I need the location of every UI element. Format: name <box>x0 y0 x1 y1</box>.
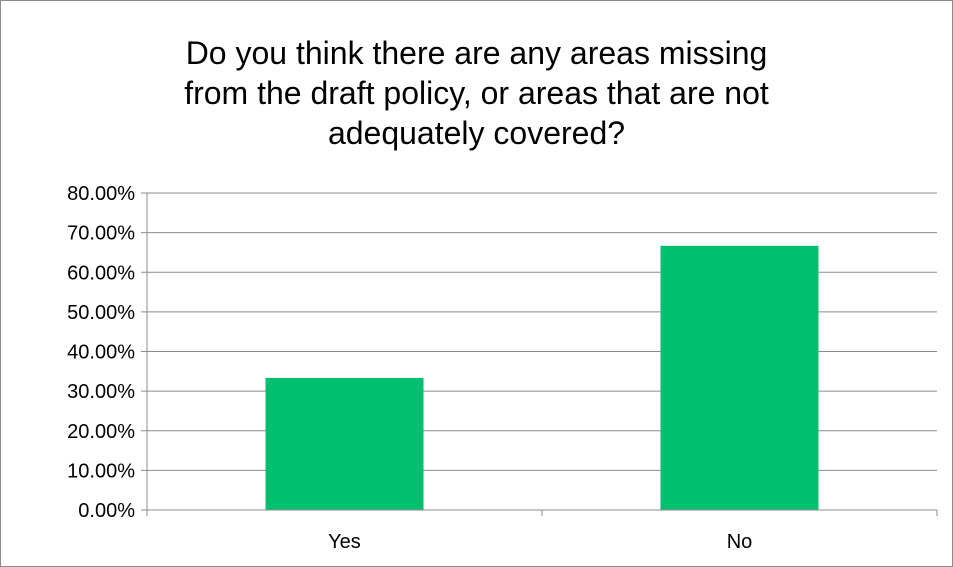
chart-title: Do you think there are any areas missing… <box>1 33 952 153</box>
y-tick-label: 20.00% <box>67 421 135 443</box>
y-tick-label: 30.00% <box>67 381 135 403</box>
chart-title-line-3: adequately covered? <box>327 115 626 151</box>
y-tick-label: 60.00% <box>67 262 135 284</box>
y-tick-label: 70.00% <box>67 223 135 245</box>
y-tick-label: 80.00% <box>67 183 135 205</box>
x-tick-label: No <box>727 531 753 553</box>
y-tick-label: 40.00% <box>67 342 135 364</box>
x-tick-label: Yes <box>328 531 361 553</box>
y-tick-label: 10.00% <box>67 460 135 482</box>
chart-title-line-2: from the draft policy, or areas that are… <box>184 75 769 111</box>
bar-no <box>660 245 819 510</box>
y-tick-label: 0.00% <box>78 500 135 522</box>
bar-yes <box>265 377 424 510</box>
chart-title-line-1: Do you think there are any areas missing <box>185 35 768 71</box>
y-tick-label: 50.00% <box>67 302 135 324</box>
